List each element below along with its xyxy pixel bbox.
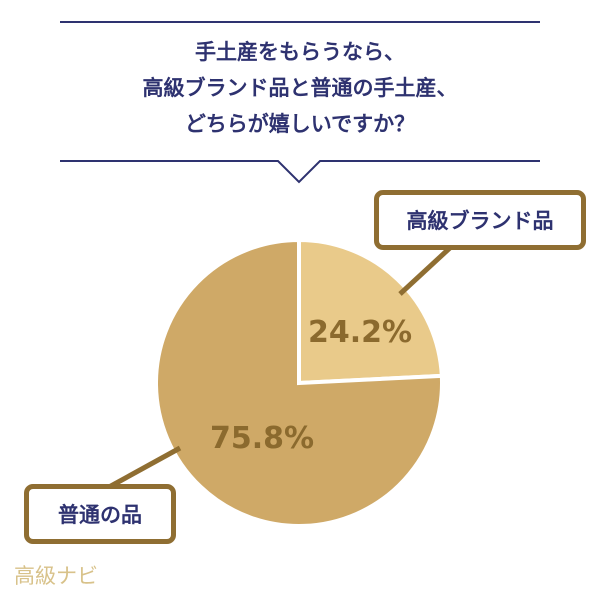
title-bottom-rule-chevron [60,160,540,184]
title-line: 高級ブランド品と普通の手土産、 [142,76,458,100]
chart-title: 手土産をもらうなら、 高級ブランド品と普通の手土産、 どちらが嬉しいですか？ [0,34,600,142]
slice-label-brand: 24.2% [308,315,412,350]
callout-brand: 高級ブランド品 [374,190,586,250]
watermark-logo: 高級ナビ [14,564,98,588]
leader-line-brand [398,244,454,296]
slice-label-normal: 75.8% [210,421,314,456]
pie-slice-1 [154,237,444,528]
callout-normal: 普通の品 [24,484,176,544]
pie-slice-0 [297,237,444,386]
title-line: どちらが嬉しいですか？ [184,112,416,136]
title-line: 手土産をもらうなら、 [195,40,405,64]
